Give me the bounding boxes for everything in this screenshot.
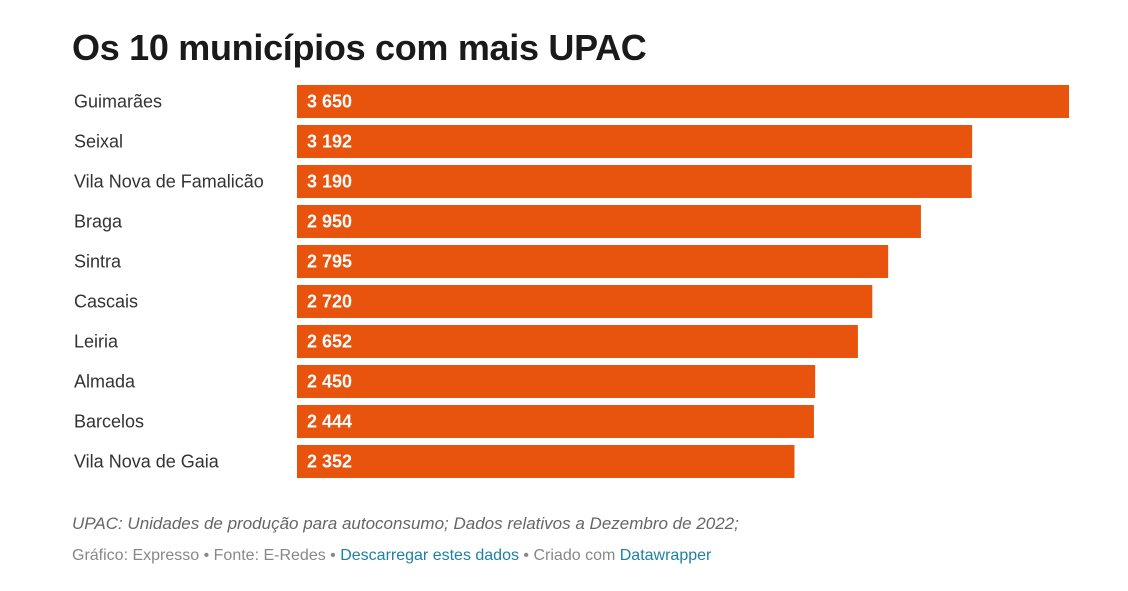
datawrapper-link[interactable]: Datawrapper [619, 547, 712, 564]
value-label: 2 950 [307, 212, 352, 232]
value-label: 2 652 [307, 332, 352, 352]
category-label: Guimarães [74, 92, 162, 112]
bar [297, 165, 972, 198]
bar [297, 85, 1069, 118]
category-label: Vila Nova de Famalicão [74, 172, 264, 192]
value-label: 2 352 [307, 452, 352, 472]
value-label: 3 190 [307, 172, 352, 192]
value-label: 3 192 [307, 132, 352, 152]
bar [297, 405, 814, 438]
bar [297, 285, 873, 318]
chart-title: Os 10 municípios com mais UPAC [72, 27, 647, 68]
category-label: Leiria [74, 332, 119, 352]
chart-footer: Gráfico: Expresso • Fonte: E-Redes • Des… [72, 547, 711, 565]
source-credit: Fonte: E-Redes [213, 547, 326, 564]
category-label: Almada [74, 372, 136, 392]
download-data-link[interactable]: Descarregar estes dados [340, 547, 519, 564]
bar [297, 445, 795, 478]
bar [297, 245, 889, 278]
category-label: Vila Nova de Gaia [74, 452, 220, 472]
category-label: Seixal [74, 132, 123, 152]
value-label: 2 795 [307, 252, 352, 272]
bar [297, 125, 973, 158]
bar [297, 365, 816, 398]
chart-credit: Gráfico: Expresso [72, 547, 200, 564]
value-label: 2 720 [307, 292, 352, 312]
created-with-text: Criado com [533, 547, 620, 564]
footer-separator: • [199, 547, 214, 564]
chart-notes: UPAC: Unidades de produção para autocons… [72, 514, 739, 533]
category-label: Braga [74, 212, 123, 232]
bar [297, 325, 858, 358]
value-label: 2 450 [307, 372, 352, 392]
footer-separator: • [518, 547, 534, 564]
category-label: Barcelos [74, 412, 144, 432]
category-label: Sintra [74, 252, 122, 272]
bar [297, 205, 921, 238]
category-label: Cascais [74, 292, 138, 312]
footer-separator: • [325, 547, 341, 564]
value-label: 2 444 [307, 412, 352, 432]
value-label: 3 650 [307, 92, 352, 112]
